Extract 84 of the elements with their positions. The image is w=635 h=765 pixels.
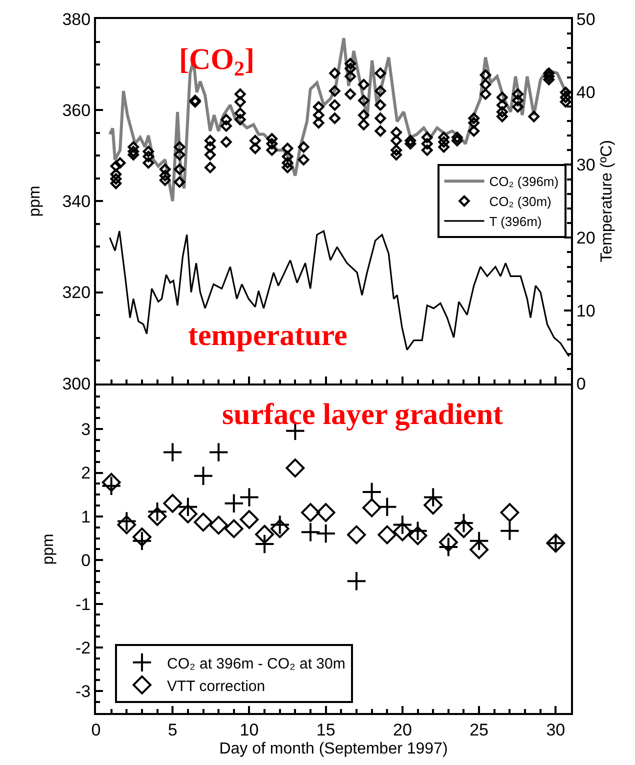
point	[377, 496, 398, 517]
point	[347, 525, 366, 544]
point	[346, 571, 367, 592]
y-tick-label: 300	[62, 374, 91, 394]
y-tick-label: -3	[75, 682, 91, 702]
annotation: temperature	[188, 319, 348, 352]
point	[300, 522, 321, 542]
legend-label: VTT correction	[167, 678, 266, 695]
y-tick-label: 320	[62, 283, 91, 302]
point	[301, 503, 320, 522]
point	[178, 504, 198, 524]
point	[193, 466, 214, 486]
point	[239, 487, 260, 508]
legend-label: CO₂ (396m)	[489, 174, 559, 190]
y2-tick-label: 50	[576, 10, 596, 29]
point	[500, 520, 520, 541]
y-tick-label: 0	[81, 551, 91, 570]
x-tick-label: 15	[316, 720, 336, 740]
point	[255, 524, 274, 544]
y-tick-label: 3	[81, 420, 91, 440]
legend-label: T (396m)	[489, 214, 542, 229]
point	[132, 528, 152, 546]
point	[270, 519, 290, 538]
annotation: [CO$_{2}$]	[179, 43, 254, 80]
point	[102, 472, 121, 492]
point	[209, 516, 228, 535]
point	[316, 503, 336, 522]
point	[316, 523, 336, 544]
point	[362, 482, 382, 502]
point	[408, 520, 428, 541]
point	[178, 496, 198, 517]
x-tick-label: 30	[546, 720, 566, 740]
point	[148, 507, 167, 526]
point	[270, 514, 290, 535]
y-tick-label: -1	[75, 594, 91, 614]
annotation: surface layer gradient	[222, 398, 504, 431]
x-tick-label: 25	[470, 720, 489, 740]
y-tick-label: 2	[81, 464, 91, 483]
point	[500, 503, 520, 522]
point	[438, 532, 458, 552]
point	[408, 526, 428, 546]
point	[132, 530, 152, 552]
legend-label: CO₂ (30m)	[489, 194, 552, 210]
point	[423, 487, 444, 508]
point	[224, 519, 244, 538]
y2-tick-label: 20	[576, 228, 596, 248]
point	[208, 442, 229, 462]
point	[224, 493, 244, 514]
point	[424, 496, 443, 515]
point	[163, 494, 182, 513]
y2-tick-label: 40	[576, 82, 596, 102]
y-tick-label: 360	[62, 101, 91, 120]
y-tick-label: 1	[81, 507, 91, 526]
point	[468, 530, 490, 552]
x-tick-label: 5	[168, 720, 178, 740]
y-tick-label: 380	[62, 10, 91, 29]
point	[438, 536, 459, 558]
point	[194, 512, 213, 532]
y-tick-label: 340	[62, 192, 91, 212]
x-tick-label: 20	[392, 720, 412, 740]
y2-tick-label: 0	[576, 374, 586, 394]
point	[454, 519, 474, 538]
y-axis-title: ppm	[26, 186, 44, 217]
x-tick-label: 10	[240, 720, 259, 740]
y-tick-label: -2	[75, 638, 91, 658]
point	[147, 502, 168, 522]
point	[117, 515, 136, 534]
point	[286, 458, 305, 478]
y-axis-title: ppm	[40, 534, 57, 565]
point	[392, 514, 413, 535]
point	[378, 525, 397, 544]
point	[454, 512, 474, 534]
point	[393, 522, 412, 542]
point	[240, 510, 259, 529]
point	[254, 534, 275, 554]
y2-tick-label: 30	[576, 156, 596, 175]
y2-axis-title: Temperature (ºC)	[598, 140, 616, 262]
x-axis-title: Day of month (September 1997)	[219, 740, 448, 758]
legend-label: CO₂ at 396m - CO₂ at 30m	[167, 655, 346, 672]
y2-tick-label: 10	[576, 301, 596, 320]
point	[162, 442, 183, 462]
point	[470, 540, 489, 560]
point	[362, 498, 382, 518]
point	[116, 511, 137, 532]
